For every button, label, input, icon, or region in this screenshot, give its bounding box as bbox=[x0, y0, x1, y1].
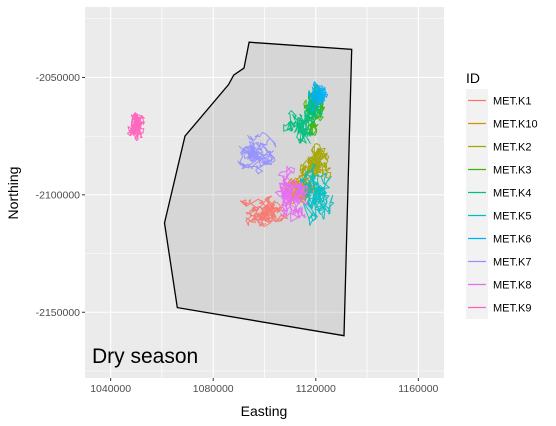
legend-label: MET.K10 bbox=[493, 119, 538, 131]
legend-label: MET.K9 bbox=[493, 303, 532, 315]
y-axis-title: Northing bbox=[5, 167, 21, 220]
x-tick-label: 1120000 bbox=[296, 383, 336, 395]
tracks bbox=[126, 81, 335, 227]
track-MET.K7 bbox=[237, 132, 277, 175]
legend-title: ID bbox=[466, 70, 480, 86]
x-axis-title: Easting bbox=[241, 403, 288, 419]
track-MET.K1 bbox=[239, 195, 288, 227]
legend-label: MET.K4 bbox=[493, 188, 532, 200]
y-tick-label: -2050000 bbox=[36, 72, 81, 84]
legend-label: MET.K8 bbox=[493, 280, 532, 292]
x-axis-ticks: 1040000 1080000 1120000 1160000 bbox=[90, 378, 439, 395]
legend-label: MET.K2 bbox=[493, 142, 532, 154]
y-axis-ticks: -2050000 -2100000 -2150000 bbox=[36, 72, 85, 319]
legend-label: MET.K1 bbox=[493, 96, 532, 108]
legend-label: MET.K3 bbox=[493, 165, 532, 177]
track-MET.K6 bbox=[308, 81, 329, 113]
track-MET.K9 bbox=[126, 112, 145, 141]
y-tick-label: -2100000 bbox=[36, 189, 81, 201]
y-tick-label: -2150000 bbox=[36, 307, 81, 319]
annotation-label: Dry season bbox=[92, 345, 198, 368]
x-tick-label: 1080000 bbox=[193, 383, 234, 395]
legend-label: MET.K6 bbox=[493, 234, 532, 246]
x-tick-label: 1040000 bbox=[90, 383, 131, 395]
track-MET.K2 bbox=[299, 143, 332, 182]
x-tick-label: 1160000 bbox=[398, 383, 438, 395]
track-MET.K8 bbox=[274, 165, 309, 223]
legend-label: MET.K5 bbox=[493, 211, 532, 223]
legend: MET.K1 MET.K10 MET.K2 MET.K3 MET.K4 MET.K5 MET… bbox=[466, 89, 538, 319]
track-MET.K4 bbox=[283, 90, 323, 144]
legend-label: MET.K7 bbox=[493, 257, 532, 269]
grid-minor bbox=[85, 7, 444, 378]
